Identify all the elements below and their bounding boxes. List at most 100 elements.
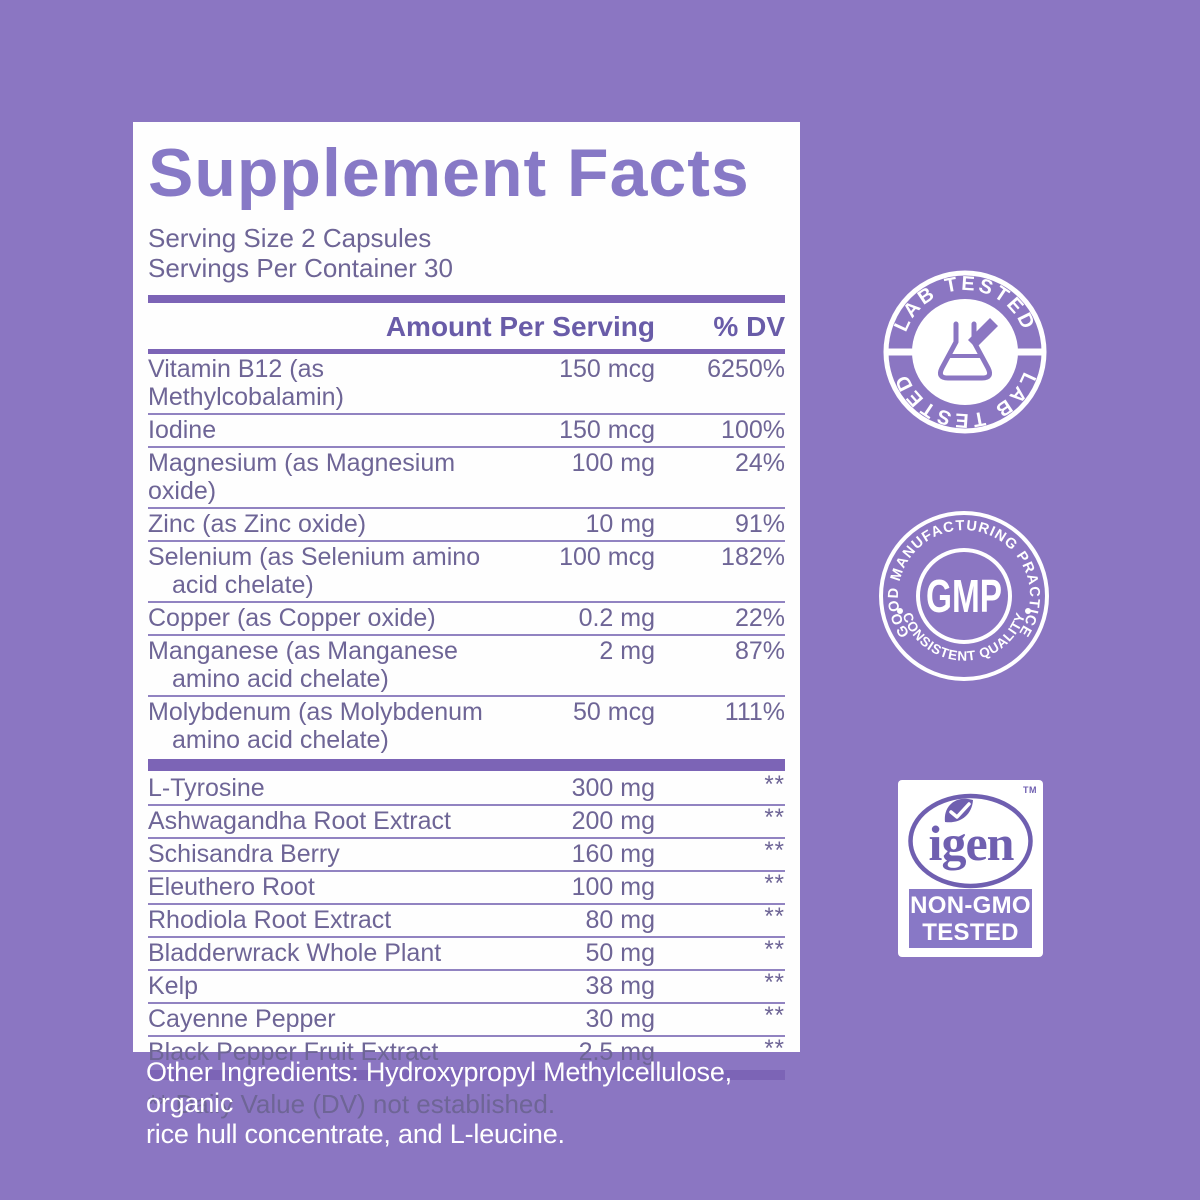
lab-tested-badge: LAB TESTED LAB TESTED xyxy=(879,266,1051,443)
ingredient-daily-value: 100% xyxy=(721,416,785,444)
ingredient-amount: 150 mcg xyxy=(559,416,655,444)
ingredient-name: Black Pepper Fruit Extract xyxy=(148,1038,439,1066)
table-row: Magnesium (as Magnesium oxide) 100 mg 24… xyxy=(148,448,785,509)
lab-tested-seal-icon: LAB TESTED LAB TESTED xyxy=(883,270,1047,434)
ingredient-daily-value: ** xyxy=(764,903,785,930)
table-row: Bladderwrack Whole Plant 50 mg ** xyxy=(148,936,785,971)
panel-title: Supplement Facts xyxy=(148,135,750,211)
ingredient-daily-value: 87% xyxy=(734,637,785,665)
ingredient-name: Bladderwrack Whole Plant xyxy=(148,939,442,967)
tested-label: TESTED xyxy=(922,918,1019,946)
table-row: Ashwagandha Root Extract 200 mg ** xyxy=(148,804,785,839)
table-row: Black Pepper Fruit Extract 2.5 mg ** xyxy=(148,1035,785,1068)
igen-logo-icon: igen xyxy=(908,793,1033,889)
ingredient-daily-value: ** xyxy=(764,969,785,996)
table-row: Copper (as Copper oxide) 0.2 mg 22% xyxy=(148,603,785,636)
lab-flask-icon xyxy=(938,318,998,381)
ingredient-amount: 150 mcg xyxy=(559,355,655,383)
gmp-left-dot xyxy=(897,608,903,614)
ingredient-daily-value: ** xyxy=(764,1035,785,1062)
ingredient-name: Molybdenum (as Molybdenum amino acid chel… xyxy=(148,698,483,754)
ingredient-amount: 80 mg xyxy=(585,906,655,934)
divider-bar-thick xyxy=(148,295,785,303)
ingredient-daily-value: ** xyxy=(764,1002,785,1029)
ingredient-amount: 2.5 mg xyxy=(578,1038,655,1066)
ingredient-daily-value: ** xyxy=(764,936,785,963)
leaf-check-icon xyxy=(949,802,971,819)
table-row: Vitamin B12 (as Methylcobalamin) 150 mcg… xyxy=(148,354,785,415)
ingredient-amount: 100 mg xyxy=(571,449,655,477)
ingredient-name: Zinc (as Zinc oxide) xyxy=(148,510,367,538)
serving-size: Serving Size 2 Capsules xyxy=(148,223,432,253)
ingredient-name: Iodine xyxy=(148,416,217,444)
ingredient-amount: 30 mg xyxy=(585,1005,655,1033)
supplement-facts-panel: Supplement Facts Serving Size 2 Capsules… xyxy=(133,122,800,1119)
gmp-right-dot xyxy=(1025,608,1031,614)
serving-info: Serving Size 2 Capsules Servings Per Con… xyxy=(148,224,785,283)
ingredient-name: Kelp xyxy=(148,972,199,1000)
ingredient-daily-value: ** xyxy=(764,837,785,864)
non-gmo-tested-box: NON-GMO TESTED xyxy=(909,889,1032,948)
gmp-seal-icon: GOOD MANUFACTURING PRACTICE CONSISTENT Q… xyxy=(879,511,1049,681)
ingredient-name: Ashwagandha Root Extract xyxy=(148,807,451,835)
gmp-center-text: GMP xyxy=(926,570,1002,622)
ingredient-daily-value: ** xyxy=(764,771,785,798)
vitamins-minerals-section: Vitamin B12 (as Methylcobalamin) 150 mcg… xyxy=(148,354,785,756)
ingredient-name: Magnesium (as Magnesium oxide) xyxy=(148,449,456,505)
other-ingredients-line1: Other Ingredients: Hydroxypropyl Methylc… xyxy=(146,1057,732,1118)
ingredient-amount: 50 mg xyxy=(585,939,655,967)
ingredient-daily-value: 91% xyxy=(734,510,785,538)
amount-per-serving-header: Amount Per Serving xyxy=(385,311,655,342)
ingredient-daily-value: ** xyxy=(764,804,785,831)
ingredient-name: Cayenne Pepper xyxy=(148,1005,336,1033)
table-row: Manganese (as Manganese amino acid chelat… xyxy=(148,636,785,697)
divider-bar-medium xyxy=(148,349,785,354)
table-header-row: Amount Per Serving % DV xyxy=(148,303,785,349)
ingredient-amount: 100 mcg xyxy=(559,543,655,571)
ingredient-daily-value: ** xyxy=(764,870,785,897)
table-row: Rhodiola Root Extract 80 mg ** xyxy=(148,903,785,938)
divider-bar-thick xyxy=(148,1070,785,1080)
table-row: Iodine 150 mcg 100% xyxy=(148,415,785,448)
ingredient-name: Eleuthero Root xyxy=(148,873,315,901)
ingredient-amount: 100 mg xyxy=(571,873,655,901)
ingredient-name: Vitamin B12 (as Methylcobalamin) xyxy=(148,355,344,411)
ingredient-daily-value: 6250% xyxy=(707,355,785,383)
ingredient-amount: 160 mg xyxy=(571,840,655,868)
ingredient-name: Schisandra Berry xyxy=(148,840,340,868)
table-row: Molybdenum (as Molybdenum amino acid chel… xyxy=(148,697,785,756)
ingredient-amount: 50 mcg xyxy=(573,698,655,726)
table-row: Zinc (as Zinc oxide) 10 mg 91% xyxy=(148,509,785,542)
divider-bar-thick xyxy=(148,759,785,771)
table-row: L-Tyrosine 300 mg ** xyxy=(148,771,785,806)
ingredient-amount: 300 mg xyxy=(571,774,655,802)
ingredient-daily-value: 24% xyxy=(734,449,785,477)
servings-per-container: Servings Per Container 30 xyxy=(148,253,453,283)
other-ingredients: Other Ingredients: Hydroxypropyl Methylc… xyxy=(146,1057,826,1150)
ingredient-amount: 2 mg xyxy=(599,637,655,665)
igen-logo-text: igen xyxy=(929,815,1015,871)
other-ingredients-line2: rice hull concentrate, and L-leucine. xyxy=(146,1119,565,1149)
ingredient-name: Rhodiola Root Extract xyxy=(148,906,392,934)
ingredient-daily-value: 22% xyxy=(734,604,785,632)
igen-non-gmo-badge: TM igen NON-GMO TESTED xyxy=(898,780,1043,957)
table-row: Cayenne Pepper 30 mg ** xyxy=(148,1002,785,1037)
table-row: Eleuthero Root 100 mg ** xyxy=(148,870,785,905)
ingredient-amount: 200 mg xyxy=(571,807,655,835)
percent-dv-header: % DV xyxy=(713,311,785,342)
herbal-blend-section: L-Tyrosine 300 mg ** Ashwagandha Root Ex… xyxy=(148,771,785,1068)
gmp-badge: GOOD MANUFACTURING PRACTICE CONSISTENT Q… xyxy=(876,508,1052,689)
ingredient-name: Selenium (as Selenium amino acid chelate) xyxy=(148,543,481,599)
ingredient-name: Manganese (as Manganese amino acid chelat… xyxy=(148,637,458,693)
ingredient-name: L-Tyrosine xyxy=(148,774,265,802)
ingredient-daily-value: 182% xyxy=(721,543,785,571)
leaf-icon xyxy=(944,798,973,823)
non-gmo-label: NON-GMO xyxy=(910,891,1031,919)
ingredient-amount: 38 mg xyxy=(585,972,655,1000)
daily-value-footnote: ** Daily Value (DV) not established. xyxy=(148,1089,556,1119)
ingredient-amount: 0.2 mg xyxy=(578,604,655,632)
table-row: Selenium (as Selenium amino acid chelate)… xyxy=(148,542,785,603)
table-row: Kelp 38 mg ** xyxy=(148,969,785,1004)
table-row: Schisandra Berry 160 mg ** xyxy=(148,837,785,872)
